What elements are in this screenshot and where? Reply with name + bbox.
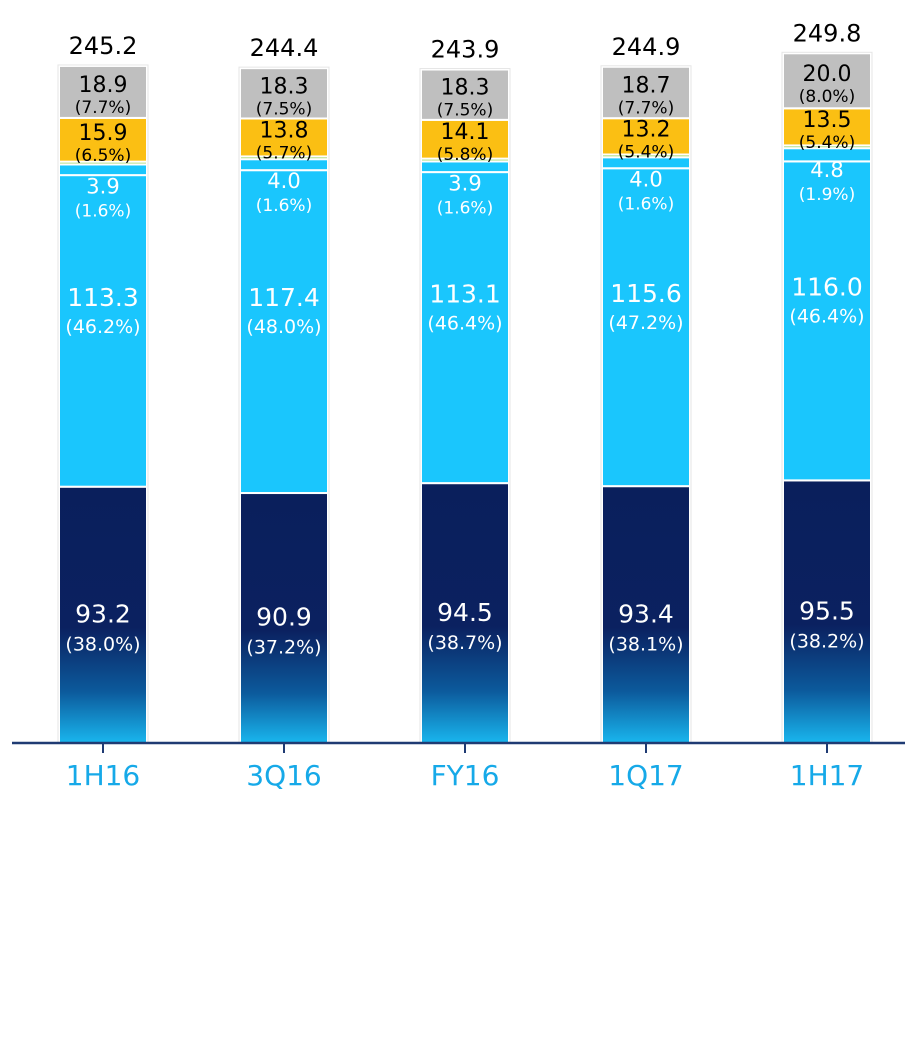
value-label-1h17-1: 116.0 <box>791 272 863 301</box>
value-label-fy16-0: 94.5 <box>437 598 493 627</box>
pct-label-fy16-0: (38.7%) <box>427 632 502 654</box>
bar-segment-1q17-1 <box>601 167 691 488</box>
bar-segment-fy16-0 <box>420 482 510 744</box>
bar-segment-1h16-5 <box>58 64 148 119</box>
bars-group <box>57 51 873 744</box>
pct-label-fy16-4: (5.8%) <box>437 145 493 165</box>
value-label-1h17-5: 20.0 <box>803 62 852 87</box>
value-label-1h17-2: 4.8 <box>810 158 843 182</box>
total-label-1h16: 245.2 <box>69 32 138 60</box>
pct-label-1h17-2: (1.9%) <box>799 185 855 205</box>
bar-segment-fy16-1 <box>420 171 510 485</box>
bar-segment-1q17-5 <box>601 65 691 120</box>
bar-segment-1h16-4 <box>58 116 148 163</box>
category-label-1h16: 1H16 <box>66 759 141 792</box>
pct-label-1h17-5: (8.0%) <box>799 87 855 107</box>
pct-label-1q17-4: (5.4%) <box>618 142 674 162</box>
value-label-1h16-4: 15.9 <box>79 121 128 146</box>
bar-segment-3q16-5 <box>239 67 329 120</box>
pct-label-3q16-1: (48.0%) <box>246 316 321 338</box>
pct-label-3q16-5: (7.5%) <box>256 99 312 119</box>
category-label-3q16: 3Q16 <box>246 759 321 792</box>
pct-label-3q16-4: (5.7%) <box>256 143 312 163</box>
value-label-3q16-5: 18.3 <box>260 74 309 99</box>
pct-label-fy16-1: (46.4%) <box>427 313 502 335</box>
pct-label-1q17-5: (7.7%) <box>618 98 674 118</box>
value-label-1h16-1: 113.3 <box>67 283 139 312</box>
pct-label-1h17-4: (5.4%) <box>799 133 855 153</box>
total-label-fy16: 243.9 <box>431 36 500 64</box>
pct-label-1h17-0: (38.2%) <box>789 631 864 653</box>
value-label-1q17-0: 93.4 <box>618 599 674 628</box>
value-label-1h17-0: 95.5 <box>799 597 855 626</box>
bar-segment-1h17-4 <box>782 107 872 147</box>
value-label-fy16-2: 3.9 <box>448 171 481 195</box>
value-label-1q17-2: 4.0 <box>629 167 662 191</box>
pct-label-1h16-4: (6.5%) <box>75 146 131 166</box>
pct-label-3q16-0: (37.2%) <box>246 637 321 659</box>
value-label-fy16-4: 14.1 <box>441 120 490 145</box>
pct-label-1h16-5: (7.7%) <box>75 98 131 118</box>
total-label-1q17: 244.9 <box>612 33 681 61</box>
pct-label-1q17-1: (47.2%) <box>608 312 683 334</box>
bar-segment-1h17-5 <box>782 52 872 110</box>
value-label-1h16-5: 18.9 <box>79 73 128 98</box>
pct-label-fy16-5: (7.5%) <box>437 101 493 121</box>
pct-label-1q17-0: (38.1%) <box>608 633 683 655</box>
bar-segment-1h16-1 <box>58 174 148 488</box>
bar-segment-1q17-4 <box>601 117 691 156</box>
value-label-1q17-1: 115.6 <box>610 279 682 308</box>
value-label-1q17-4: 13.2 <box>622 117 671 142</box>
value-label-3q16-1: 117.4 <box>248 283 320 312</box>
value-label-1q17-5: 18.7 <box>622 73 671 98</box>
pct-label-1q17-2: (1.6%) <box>618 194 674 214</box>
pct-label-1h16-1: (46.2%) <box>65 316 140 338</box>
total-label-1h17: 249.8 <box>793 19 862 47</box>
category-label-1q17: 1Q17 <box>608 759 683 792</box>
x-axis-ticks: 1H16 3Q16 FY16 1Q17 1H17 <box>66 743 865 792</box>
bar-segment-1h16-0 <box>58 485 148 744</box>
pct-label-3q16-2: (1.6%) <box>256 196 312 216</box>
value-label-3q16-0: 90.9 <box>256 603 312 632</box>
value-label-fy16-1: 113.1 <box>429 280 501 309</box>
value-label-3q16-2: 4.0 <box>267 169 300 193</box>
value-label-1h17-4: 13.5 <box>803 108 852 133</box>
pct-label-1h16-0: (38.0%) <box>65 634 140 656</box>
category-label-1h17: 1H17 <box>790 759 865 792</box>
value-label-3q16-4: 13.8 <box>260 118 309 143</box>
total-label-3q16: 244.4 <box>250 34 319 62</box>
value-label-fy16-5: 18.3 <box>441 76 490 101</box>
value-label-1h16-0: 93.2 <box>75 600 131 629</box>
labels-group: 93.2 (38.0%) 113.3 (46.2%) 3.9 (1.6%) 15.9(6.5… <box>65 19 864 658</box>
bar-segment-1h17-1 <box>782 160 872 482</box>
bar-segment-3q16-1 <box>239 169 329 495</box>
pct-label-fy16-2: (1.6%) <box>437 198 493 218</box>
pct-label-1h17-1: (46.4%) <box>789 305 864 327</box>
category-label-fy16: FY16 <box>431 759 500 792</box>
bar-segment-fy16-4 <box>420 118 510 160</box>
bar-segment-fy16-5 <box>420 68 510 121</box>
pct-label-1h16-2: (1.6%) <box>75 201 131 221</box>
value-label-1h16-2: 3.9 <box>86 174 119 198</box>
